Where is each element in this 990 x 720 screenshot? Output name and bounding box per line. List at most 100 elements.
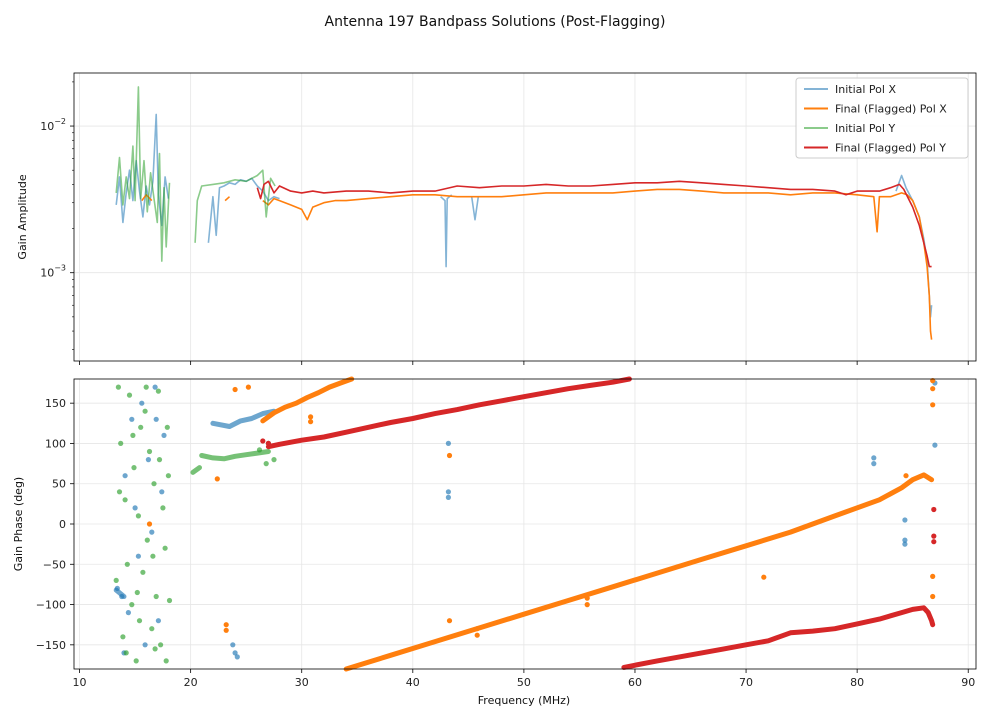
phase-data-point [902, 541, 908, 547]
amplitude-series-line [224, 196, 231, 202]
phase-x-tick-label: 20 [184, 676, 198, 689]
phase-data-point [150, 553, 156, 559]
phase-data-point [584, 595, 590, 601]
phase-data-point [308, 419, 314, 425]
phase-data-point [118, 440, 124, 446]
phase-x-tick-label: 50 [517, 676, 531, 689]
phase-x-tick-label: 80 [850, 676, 864, 689]
phase-data-point [155, 388, 161, 394]
phase-data-point [119, 593, 125, 600]
phase-data-point [120, 634, 126, 640]
amplitude-series-line [256, 180, 932, 268]
phase-ticks: 10 20 30 40 50 60 70 80 90 −150 −100 −50 0 50 100 150 [36, 397, 975, 689]
phase-data-point [902, 537, 908, 543]
amplitude-y-label: Gain Amplitude [16, 174, 29, 259]
phase-data-point [146, 521, 153, 527]
phase-series [113, 376, 938, 672]
phase-data-point [271, 457, 277, 463]
amplitude-series-line [115, 86, 171, 262]
phase-data-point [146, 448, 153, 455]
phase-y-tick-label: −50 [43, 558, 66, 571]
phase-data-point [902, 517, 908, 523]
phase-data-point [122, 473, 128, 479]
phase-series-track [190, 465, 202, 475]
phase-grid [74, 379, 976, 669]
phase-data-point [136, 618, 143, 624]
amplitude-ticks: 10−3 10−2 [40, 81, 969, 365]
phase-data-point [263, 461, 269, 467]
phase-data-point [165, 473, 171, 479]
phase-data-point [113, 577, 119, 584]
phase-data-point [153, 416, 159, 422]
phase-data-point [152, 646, 158, 652]
legend-label: Final (Flagged) Pol X [835, 103, 947, 116]
phase-data-point [230, 642, 236, 648]
phase-data-point [930, 402, 936, 408]
phase-y-tick-label: −100 [36, 599, 66, 612]
phase-data-point [256, 447, 263, 453]
phase-data-point [133, 658, 139, 664]
phase-data-point [584, 602, 590, 608]
phase-series-track [621, 605, 936, 670]
phase-data-point [126, 392, 133, 398]
amplitude-series-line [194, 169, 276, 243]
phase-y-tick-label: −150 [36, 639, 66, 652]
phase-data-point [164, 424, 170, 430]
phase-data-point [153, 593, 159, 600]
phase-data-point [149, 626, 155, 632]
phase-data-point [140, 569, 146, 575]
phase-data-point [142, 408, 148, 414]
amplitude-series [115, 86, 933, 340]
phase-panel: 10 20 30 40 50 60 70 80 90 −150 −100 −50 0 50 100 150 G… [12, 376, 977, 707]
phase-data-point [115, 384, 121, 390]
phase-series-track [343, 472, 935, 672]
phase-data-point [223, 622, 229, 628]
phase-data-point [446, 618, 453, 624]
phase-data-point [931, 506, 937, 513]
phase-data-point [144, 537, 150, 543]
phase-data-point [761, 574, 767, 580]
amplitude-series-line [262, 188, 933, 340]
phase-y-tick-label: 0 [59, 518, 66, 531]
phase-y-tick-label: 100 [45, 437, 66, 450]
phase-series-track [265, 376, 632, 450]
phase-data-point [931, 539, 937, 545]
phase-x-tick-label: 10 [73, 676, 87, 689]
phase-data-point [130, 432, 136, 438]
phase-y-label: Gain Phase (deg) [12, 477, 25, 571]
phase-data-point [152, 384, 158, 390]
phase-data-point [125, 610, 131, 616]
phase-data-point [446, 452, 453, 459]
phase-data-point [445, 489, 451, 495]
phase-data-point [162, 545, 168, 551]
phase-y-tick-label: 150 [45, 397, 66, 410]
phase-data-point [135, 513, 141, 519]
phase-data-point [932, 442, 938, 448]
phase-x-tick-label: 70 [739, 676, 753, 689]
phase-data-point [122, 497, 128, 503]
phase-x-tick-label: 90 [961, 676, 975, 689]
phase-data-point [871, 461, 877, 467]
phase-data-point [260, 438, 266, 444]
legend-label: Initial Pol X [835, 83, 896, 96]
phase-y-tick-label: 50 [52, 478, 66, 491]
amplitude-series-line [115, 113, 170, 227]
phase-x-tick-label: 60 [628, 676, 642, 689]
phase-data-point [163, 658, 169, 664]
phase-data-point [265, 440, 271, 446]
figure-title: Antenna 197 Bandpass Solutions (Post-Fla… [325, 14, 666, 30]
phase-data-point [166, 597, 173, 604]
phase-data-point [142, 642, 148, 648]
amplitude-y-tick-label: 10−3 [40, 264, 66, 280]
phase-x-tick-label: 40 [406, 676, 420, 689]
phase-data-point [931, 533, 937, 539]
phase-data-point [161, 432, 167, 438]
phase-data-point [139, 400, 145, 406]
phase-data-point [158, 642, 164, 648]
phase-data-point [234, 654, 240, 660]
phase-data-point [232, 386, 238, 393]
phase-data-point [232, 650, 238, 656]
phase-data-point [151, 481, 157, 487]
amplitude-y-tick-label: 10−2 [40, 117, 66, 133]
